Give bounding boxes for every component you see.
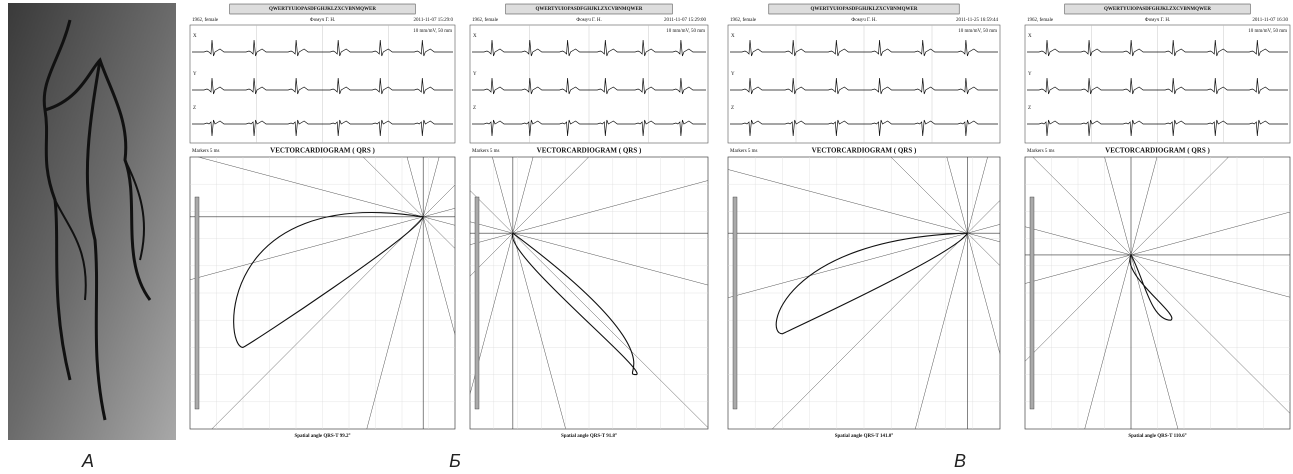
lead-label: X [731, 34, 735, 39]
lead-label: Y [473, 72, 477, 77]
lead-label: Y [193, 72, 197, 77]
lead-label: Z [473, 106, 476, 111]
vcg-title: VECTORCARDIOGRAM ( QRS ) [812, 147, 917, 155]
lead-label: Y [1028, 72, 1032, 77]
markers: Markers 5 ms [192, 149, 220, 154]
patient: 1962, female [192, 18, 219, 23]
ecg-scale: 10 mm/mV, 50 mm [958, 29, 997, 34]
ecg-scale: 10 mm/mV, 50 mm [413, 29, 452, 34]
markers: Markers 5 ms [1027, 149, 1055, 154]
spatial-angle: Spatial angle QRS-T 141.0° [835, 434, 894, 439]
doctor: Фомуч Г. Н. [1145, 18, 1170, 23]
record-header: QWERTYUIOPASDFGHJKLZXCVBNMQWER [269, 7, 376, 12]
record-header: QWERTYUIOPASDFGHJKLZXCVBNMQWER [536, 7, 643, 12]
patient: 1962, female [1027, 18, 1054, 23]
record-header: QWERTYUIOPASDFGHJKLZXCVBNMQWER [1104, 7, 1211, 12]
vcg-title: VECTORCARDIOGRAM ( QRS ) [270, 147, 375, 155]
spatial-angle: Spatial angle QRS-T 99.2° [294, 434, 350, 439]
lead-label: X [1028, 34, 1032, 39]
datetime: 2011-11-25 16:59:44 [956, 18, 998, 23]
doctor: Фомуч Г. Н. [310, 18, 335, 23]
vcg-bar [195, 197, 199, 409]
patient: 1962, female [730, 18, 757, 23]
panel-label: А [81, 451, 94, 471]
markers: Markers 5 ms [472, 149, 500, 154]
datetime: 2011-11-07 15:29:0 [414, 18, 454, 23]
lead-label: Y [731, 72, 735, 77]
vcg-title: VECTORCARDIOGRAM ( QRS ) [1105, 147, 1210, 155]
datetime: 2011-11-07 15:29:00 [664, 18, 706, 23]
markers: Markers 5 ms [730, 149, 758, 154]
patient: 1962, female [472, 18, 499, 23]
spatial-angle: Spatial angle QRS-T 91.8° [561, 434, 617, 439]
lead-label: Z [731, 106, 734, 111]
spatial-angle: Spatial angle QRS-T 110.6° [1128, 434, 1186, 439]
panel-label: Б [449, 451, 461, 471]
datetime: 2011-11-07 16:30 [1252, 18, 1288, 23]
doctor: Фомуч Г. Н. [576, 18, 601, 23]
lead-label: X [473, 34, 477, 39]
vcg-bar [475, 197, 479, 409]
panel-label: В [954, 451, 966, 471]
vcg-bar [1030, 197, 1034, 409]
record-header: QWERTYUIOPASDFGHJKLZXCVBNMQWER [811, 7, 918, 12]
figure: А Б В QWERTYUIOPASDFGHJKLZXCVBNMQWER 1962… [0, 0, 1293, 474]
vcg-bar [733, 197, 737, 409]
lead-label: Z [1028, 106, 1031, 111]
vcg-title: VECTORCARDIOGRAM ( QRS ) [537, 147, 642, 155]
doctor: Фомуч Г. Н. [851, 18, 876, 23]
ecg-scale: 10 mm/mV, 50 mm [666, 29, 705, 34]
lead-label: Z [193, 106, 196, 111]
lead-label: X [193, 34, 197, 39]
ecg-scale: 10 mm/mV, 50 mm [1248, 29, 1287, 34]
